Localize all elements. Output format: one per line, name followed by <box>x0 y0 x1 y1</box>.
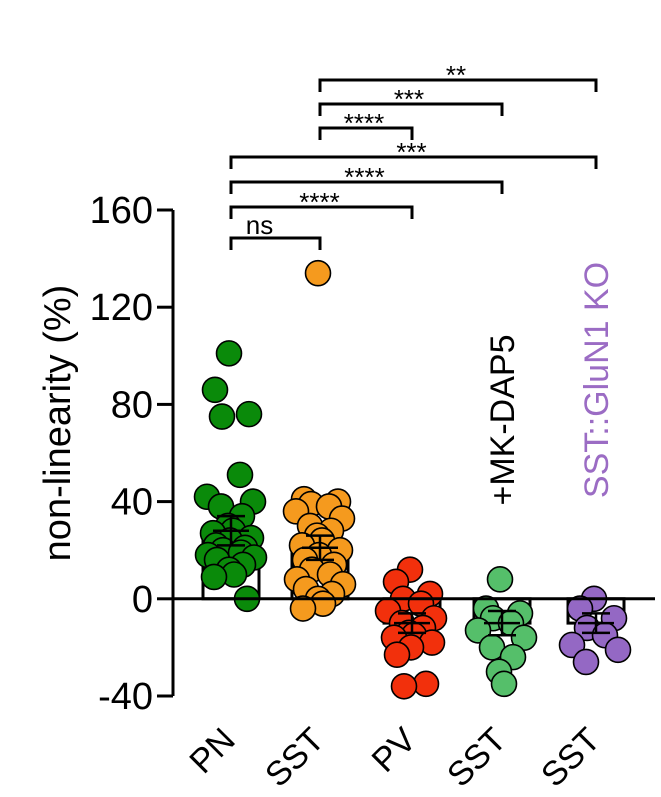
significance-label: *** <box>394 84 424 114</box>
data-point <box>200 563 228 591</box>
significance-bracket <box>229 205 414 219</box>
x-category-label: SST <box>440 721 514 795</box>
y-axis-label: non-linearity (%) <box>37 285 79 562</box>
significance-bracket <box>229 155 598 169</box>
error-bars-layer <box>213 514 614 637</box>
data-point <box>226 461 254 489</box>
x-category-label: SST <box>258 721 332 795</box>
axes-layer: -40 0 40 80 120 160 <box>90 190 655 718</box>
significance-bracket <box>229 180 504 194</box>
data-point <box>390 672 418 700</box>
data-point <box>383 641 411 668</box>
significance-label: **** <box>344 162 384 192</box>
significance-brackets: ns******************** <box>229 60 598 250</box>
group-annotation: +MK-DAP5 <box>484 335 522 506</box>
data-point <box>490 670 518 698</box>
y-tick-label: 80 <box>111 384 153 426</box>
significance-label: **** <box>344 108 384 138</box>
data-point <box>304 259 332 287</box>
significance-label: *** <box>396 137 426 167</box>
significance-label: ** <box>446 60 466 90</box>
data-point <box>215 340 243 367</box>
data-point <box>486 566 514 593</box>
y-tick-label: 40 <box>111 482 153 524</box>
significance-bracket <box>318 102 504 116</box>
significance-label: ns <box>246 210 273 240</box>
significance-bracket <box>318 78 598 92</box>
data-point <box>604 636 632 664</box>
data-point <box>208 403 236 430</box>
points-layer <box>193 259 632 700</box>
x-category-label: PN <box>182 721 242 781</box>
data-point <box>289 595 317 622</box>
y-tick-label: 160 <box>90 190 153 232</box>
data-point <box>412 670 440 698</box>
data-point <box>235 400 263 428</box>
data-point <box>201 376 229 404</box>
y-tick-label: 120 <box>90 287 153 329</box>
data-point <box>572 648 600 676</box>
x-category-label: PV <box>365 721 424 780</box>
significance-label: **** <box>299 187 339 217</box>
x-category-label: SST <box>534 721 608 795</box>
group-annotation: SST::GluN1 KO <box>578 262 616 498</box>
labels-layer: non-linearity (%) PN SST PV SST +MK-DAP5 SST SS… <box>37 262 616 795</box>
y-tick-label: -40 <box>98 676 153 718</box>
significance-bracket <box>318 126 414 140</box>
significance-bracket <box>229 236 322 250</box>
y-tick-label: 0 <box>132 579 153 621</box>
